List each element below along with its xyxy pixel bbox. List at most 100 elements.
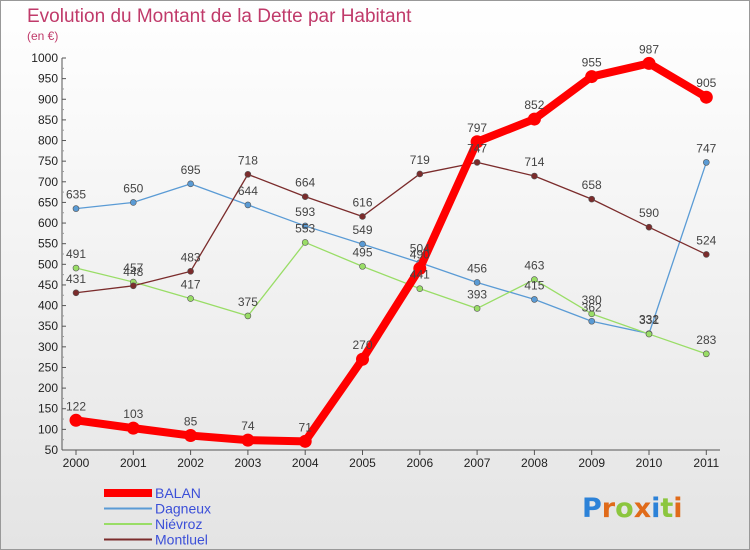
chart-title: Evolution du Montant de la Dette par Hab… [27,6,412,27]
y-tick-label: 500 [38,257,58,271]
logo-letter: t [660,493,673,524]
point-montluel [588,195,596,203]
data-label-niévroz: 463 [524,259,544,273]
point-balan [126,421,140,435]
x-tick-label: 2006 [406,456,433,470]
legend-label-dagneux: Dagneux [155,501,211,517]
point-montluel [645,223,653,231]
y-tick-label: 950 [38,72,58,86]
data-label-balan: 74 [241,419,255,433]
logo-letter: x [634,493,651,524]
point-montluel [301,193,309,200]
point-montluel [244,171,252,178]
data-label-balan: 490 [410,247,430,261]
x-tick-labels: 2000 2001 2002 2003 2004 2005 2006 2007 2008 2009… [63,450,720,470]
data-label-montluel: 747 [467,141,487,155]
x-tick-label: 2007 [464,456,491,470]
point-dagneux [359,240,366,248]
point-montluel [702,251,710,258]
point-dagneux [702,159,710,166]
data-label-dagneux: 635 [66,188,86,202]
data-label-dagneux: 747 [696,141,716,155]
point-balan [413,261,427,275]
data-label-montluel: 483 [181,250,201,264]
logo-letter: i [651,493,660,524]
point-niévroz [187,295,194,302]
point-niévroz [244,312,252,320]
data-labels: 122 103 85 74 71 270 490 797 852 955 987 905 635 650 6… [66,42,717,434]
data-label-montluel: 431 [66,272,86,286]
x-tick-label: 2010 [636,456,663,470]
y-tick-label: 50 [45,443,59,457]
point-balan [69,413,83,427]
data-label-balan: 71 [299,420,313,434]
logo-letter: i [673,493,682,524]
data-label-montluel: 524 [696,233,716,247]
point-montluel [531,172,538,180]
point-balan [470,135,484,149]
point-dagneux [187,180,194,188]
point-montluel [187,268,194,275]
x-tick-label: 2008 [521,456,548,470]
data-label-montluel: 718 [238,153,258,167]
point-balan [241,433,255,447]
series-line-montluel [75,161,707,294]
y-tick-label: 350 [38,319,58,333]
point-balan [527,112,541,126]
data-label-balan: 122 [66,399,86,413]
point-balan [642,56,656,70]
data-label-montluel: 664 [295,176,315,190]
data-label-montluel: 616 [352,195,372,209]
point-montluel [416,170,424,178]
data-label-dagneux: 650 [123,181,143,195]
point-dagneux [531,296,538,303]
x-tick-label: 2009 [578,456,605,470]
data-label-niévroz: 457 [123,261,143,275]
data-label-dagneux: 695 [181,163,201,177]
data-label-montluel: 658 [582,178,602,192]
x-tick-label: 2003 [235,456,262,470]
point-dagneux [301,222,309,230]
point-niévroz [473,305,481,312]
data-label-balan: 103 [123,407,143,421]
point-balan [184,429,198,443]
data-label-dagneux: 332 [639,313,659,327]
data-label-niévroz: 441 [410,268,430,282]
data-label-dagneux: 644 [238,184,258,198]
point-montluel [130,282,137,290]
y-tick-label: 600 [38,216,58,230]
x-tick-label: 2011 [693,456,719,470]
y-tick-labels: 50 100 150 200 250 300 350 400 450 500 550 600 650 70… [31,51,66,457]
point-balan [298,434,312,448]
y-tick-label: 850 [38,113,58,127]
legend-label-niévroz: Niévroz [155,516,202,532]
data-label-dagneux: 415 [524,278,544,292]
data-label-balan: 852 [524,98,544,112]
y-tick-label: 100 [38,422,58,436]
point-montluel [359,213,366,220]
data-label-niévroz: 375 [238,295,258,309]
data-label-niévroz: 393 [467,287,487,301]
y-tick-label: 550 [38,237,58,251]
x-tick-label: 2000 [63,456,90,470]
y-tick-label: 650 [38,195,58,209]
x-tick-label: 2001 [120,456,147,470]
x-tick-label: 2002 [177,456,204,470]
data-label-dagneux: 456 [467,261,487,275]
chart-unit: (en €) [27,29,58,43]
y-tick-label: 800 [38,134,58,148]
point-niévroz [588,310,596,318]
x-tick-label: 2005 [349,456,376,470]
data-label-dagneux: 549 [352,223,372,237]
logo-letter: r [602,493,616,524]
data-label-niévroz: 380 [582,293,602,307]
logo-letter: o [615,493,634,524]
y-tick-label: 1000 [31,51,58,65]
data-label-dagneux: 362 [582,300,602,314]
data-label-dagneux: 593 [295,205,315,219]
data-label-balan: 955 [582,56,602,70]
point-balan [585,70,599,84]
point-niévroz [72,264,80,272]
